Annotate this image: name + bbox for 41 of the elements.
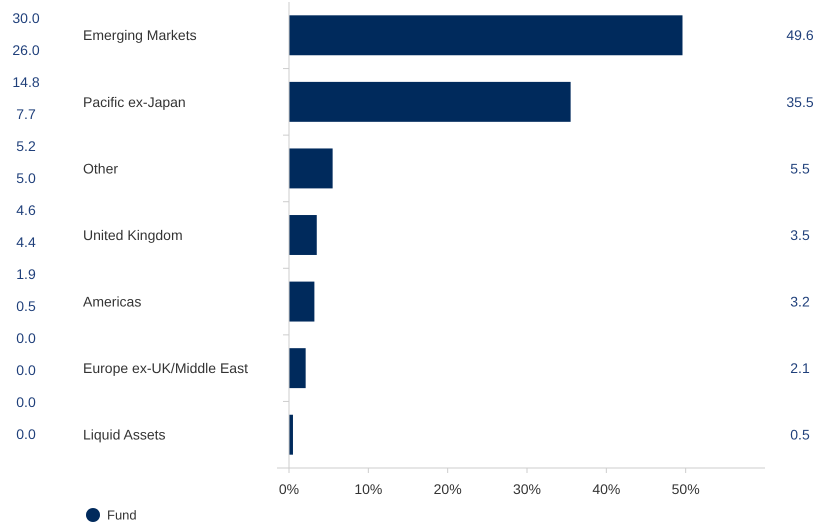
y-tick-label: Liquid Assets <box>83 426 166 443</box>
text: 14.8 <box>12 74 40 90</box>
x-tick-label: 20% <box>434 481 462 497</box>
data-label: 3.2 <box>790 293 810 310</box>
data-label: 0.5 <box>790 426 810 443</box>
y-tick-label: Pacific ex-Japan <box>83 94 186 110</box>
data-label: 49.6 <box>786 27 814 44</box>
y-tick-label: Other <box>83 160 118 176</box>
text: 0.5 <box>16 298 36 314</box>
text: 26.0 <box>12 42 40 58</box>
x-tick-label: 0% <box>278 481 300 497</box>
bar <box>289 282 314 322</box>
text: 5.2 <box>16 138 36 154</box>
y-tick-label: Europe ex-UK/Middle East <box>83 360 248 376</box>
text: 0.0 <box>16 330 36 346</box>
x-tick-label: 10% <box>354 481 382 497</box>
text: 5.0 <box>16 170 36 186</box>
data-label: 3.5 <box>790 226 810 243</box>
text: 30.0 <box>12 10 40 26</box>
y-tick-label: United Kingdom <box>83 226 183 243</box>
legend-label: Fund <box>107 508 137 523</box>
bar <box>289 15 682 56</box>
text: 0.0 <box>16 394 36 410</box>
bar <box>289 215 317 255</box>
bar <box>289 82 571 122</box>
x-tick-label: 50% <box>672 481 700 497</box>
text: 7.7 <box>16 106 36 122</box>
data-label: 2.1 <box>790 360 810 376</box>
data-label: 35.5 <box>786 94 814 110</box>
text: 1.9 <box>16 266 36 282</box>
y-tick-label: Emerging Markets <box>83 27 197 44</box>
text: 4.6 <box>16 202 36 218</box>
bar <box>289 348 306 388</box>
bar <box>289 148 333 188</box>
text: 0.0 <box>16 362 36 378</box>
data-label: 5.5 <box>790 160 810 176</box>
x-tick-label: 40% <box>592 481 620 497</box>
text: 4.4 <box>16 234 36 250</box>
y-tick-label: Americas <box>83 293 142 310</box>
text: 0.0 <box>16 426 36 442</box>
x-tick-label: 30% <box>512 481 542 497</box>
